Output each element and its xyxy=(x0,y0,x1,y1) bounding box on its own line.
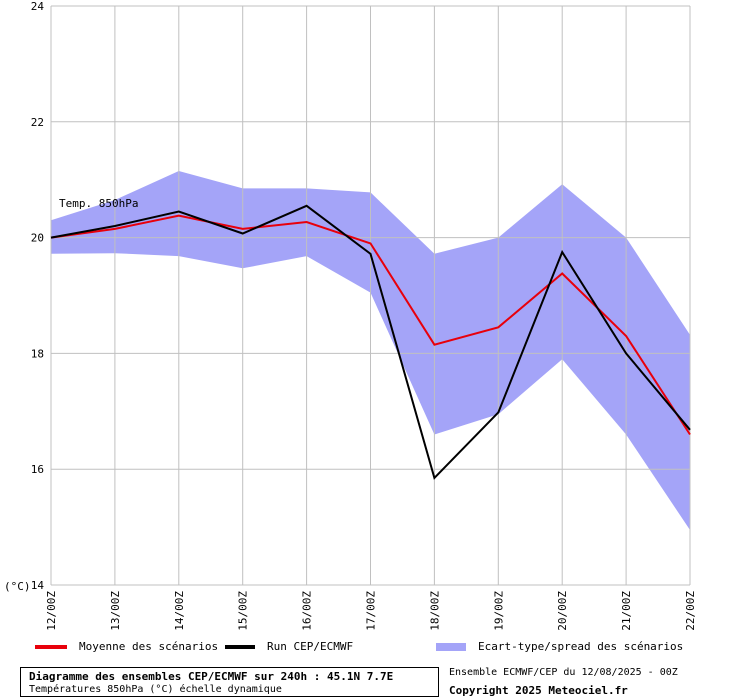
legend-mean-label: Moyenne des scénarios xyxy=(79,640,219,653)
legend-spread: Ecart-type/spread des scénarios xyxy=(436,640,683,654)
grid-lines xyxy=(50,5,691,586)
legend-mean: Moyenne des scénarios xyxy=(35,640,218,654)
series-annotation: Temp. 850hPa xyxy=(59,197,138,210)
legend-spread-swatch xyxy=(436,643,466,651)
run-series-line xyxy=(50,204,691,480)
y-unit-label: (°C) xyxy=(4,580,31,593)
legend-mean-swatch xyxy=(35,645,67,649)
legend-spread-label: Ecart-type/spread des scénarios xyxy=(478,640,684,653)
y-tick-label: 24 xyxy=(31,0,45,13)
footer-title-box: Diagramme des ensembles CEP/ECMWF sur 24… xyxy=(20,667,439,697)
x-tick-label: 17/00Z xyxy=(365,591,378,631)
y-tick-label: 22 xyxy=(31,116,44,129)
ensemble-chart: 14 16 18 20 22 24 12/00Z 13/00Z 14/00Z 15/00Z 16/… xyxy=(4,0,697,631)
legend-run-swatch xyxy=(225,645,255,649)
y-tick-label: 14 xyxy=(31,579,45,592)
spread-band xyxy=(51,171,690,530)
footer-title: Diagramme des ensembles CEP/ECMWF sur 24… xyxy=(29,670,394,683)
footer-ensemble-info: Ensemble ECMWF/CEP du 12/08/2025 - 00Z xyxy=(449,667,678,678)
legend-run: Run CEP/ECMWF xyxy=(225,640,353,654)
y-tick-label: 20 xyxy=(31,232,44,245)
footer-copyright: Copyright 2025 Meteociel.fr xyxy=(449,684,628,697)
y-tick-labels: 14 16 18 20 22 24 xyxy=(31,0,45,592)
x-tick-labels: 12/00Z 13/00Z 14/00Z 15/00Z 16/00Z 17/00Z 18/0… xyxy=(45,591,697,631)
footer-subtitle: Températures 850hPa (°C) échelle dynamiq… xyxy=(29,684,282,695)
y-tick-label: 18 xyxy=(31,347,44,360)
x-tick-label: 16/00Z xyxy=(301,591,314,631)
x-tick-label: 15/00Z xyxy=(237,591,250,631)
x-tick-label: 22/00Z xyxy=(684,591,697,631)
x-tick-label: 18/00Z xyxy=(428,591,441,631)
x-tick-label: 12/00Z xyxy=(45,591,58,631)
x-tick-label: 19/00Z xyxy=(492,591,505,631)
x-tick-label: 21/00Z xyxy=(620,591,633,631)
y-tick-label: 16 xyxy=(31,463,44,476)
x-tick-label: 14/00Z xyxy=(173,591,186,631)
legend-run-label: Run CEP/ECMWF xyxy=(267,640,354,653)
mean-series-line xyxy=(50,214,691,436)
x-tick-label: 20/00Z xyxy=(556,591,569,631)
x-tick-label: 13/00Z xyxy=(109,591,122,631)
